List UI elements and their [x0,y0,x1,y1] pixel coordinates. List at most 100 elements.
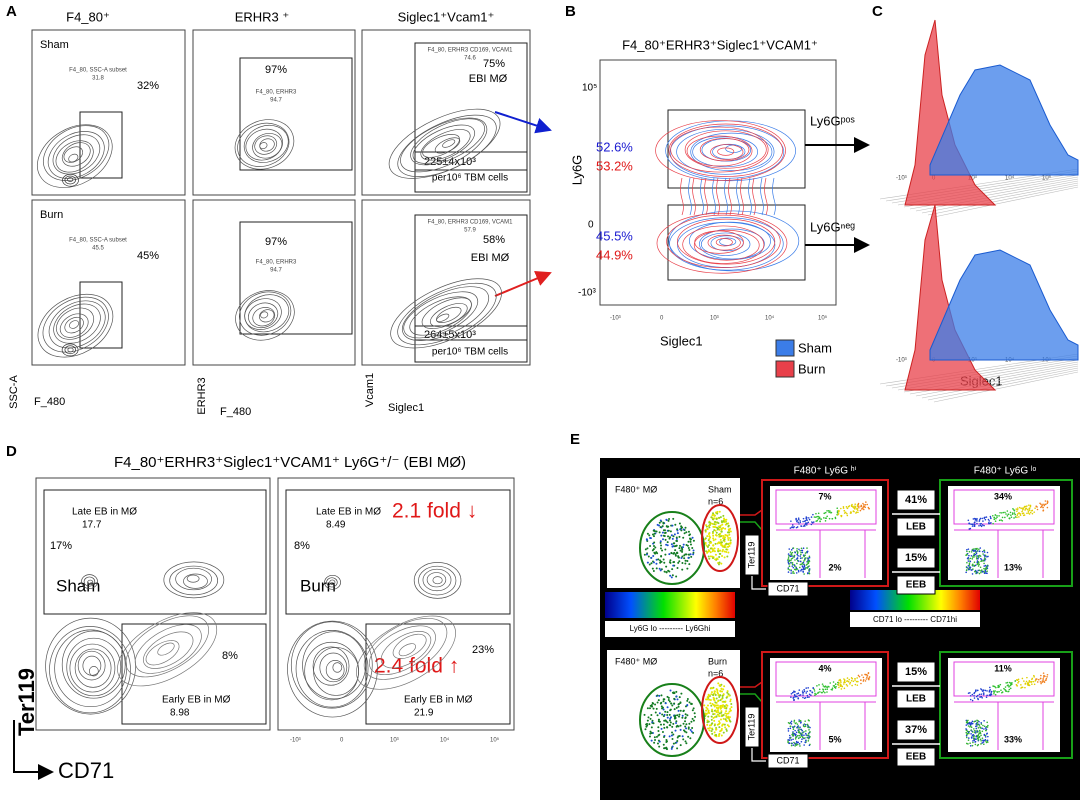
plot-frame [361,199,531,366]
cell [719,524,722,527]
cell [689,729,692,732]
cell [666,525,669,528]
cell [984,736,987,738]
cell [717,547,720,550]
cell [974,564,977,567]
cell [803,690,806,693]
cell [716,689,719,692]
contour [684,130,767,169]
cell [678,547,681,550]
cell [1004,516,1006,519]
cell [969,742,971,745]
cell [708,711,711,714]
cell [848,678,851,681]
cell [981,696,983,699]
change-percent: 15% [905,666,927,678]
cell [692,553,695,556]
cell [679,728,682,731]
cell [828,511,830,514]
subset-label: LEB [906,694,926,705]
cell [815,693,817,696]
contour [410,118,485,166]
cell [719,535,722,538]
cell [983,517,986,519]
cell [798,731,801,734]
cell [656,701,659,704]
cell [690,720,693,723]
histogram [904,19,997,206]
cell [714,534,717,537]
cell [722,520,725,523]
contour [686,135,753,167]
cell [682,528,685,531]
cell [796,568,798,571]
cell [977,734,979,737]
cell [832,681,835,683]
cell [1039,681,1042,683]
cell [977,719,979,722]
cell [713,550,716,553]
cell [646,719,649,722]
cell [669,717,672,720]
cell [670,543,673,546]
cell [798,730,800,733]
cell [713,713,716,716]
column-header: F4_80⁺ [66,9,110,24]
cell [986,551,989,554]
contour [61,630,126,699]
cell [665,740,668,743]
cell [672,545,675,548]
cell [707,727,710,730]
cell [655,530,658,533]
cell [972,731,974,733]
cell [803,520,806,523]
cell [857,680,859,683]
cell [1003,687,1005,690]
cell [713,716,716,719]
cell [1040,505,1043,508]
contour [670,126,769,173]
plot-box [607,478,740,588]
cell [720,711,723,714]
cell [984,554,987,557]
cell [720,734,723,737]
cell [854,505,856,507]
cell [974,551,977,553]
cell [674,523,677,526]
cell [656,742,659,745]
cell [686,559,689,562]
tick-label: 0 [340,738,344,744]
cell [1000,512,1003,514]
cell [978,569,981,572]
cell [826,515,828,518]
cell [826,691,828,693]
cell [660,727,663,730]
cell [721,705,724,708]
cell [796,723,799,725]
cell [792,570,794,573]
cell [802,736,804,739]
cell [970,523,972,525]
cell [794,551,797,554]
cell [685,723,688,726]
cell [985,516,988,518]
cell [824,685,827,687]
cell [841,685,844,688]
cell [1035,678,1037,680]
cell [795,736,797,739]
cell [828,517,831,520]
cell [649,730,652,733]
cell [824,511,827,514]
cell [976,522,978,525]
cell [968,562,971,564]
cell [1011,683,1013,686]
contour [260,311,269,319]
cell [689,538,692,541]
fold-change: 2.1 fold ↓ [392,500,477,523]
gate-percent: 23% [472,644,494,656]
cell [822,690,825,693]
cell [974,553,977,556]
cell [688,722,691,725]
contour [422,568,452,592]
cell [715,710,718,713]
